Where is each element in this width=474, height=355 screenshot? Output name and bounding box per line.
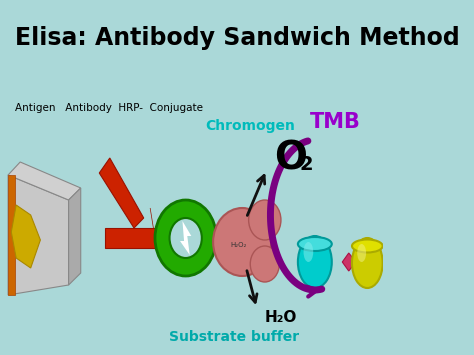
Text: Antigen   Antibody  HRP-  Conjugate: Antigen Antibody HRP- Conjugate [15,103,202,113]
Polygon shape [8,162,81,200]
Polygon shape [99,158,144,228]
Circle shape [170,218,202,258]
Ellipse shape [303,242,313,262]
Ellipse shape [298,237,332,251]
Text: TMB: TMB [310,112,360,132]
Text: Substrate buffer: Substrate buffer [169,330,299,344]
Text: H₂O: H₂O [265,311,297,326]
Text: Elisa: Antibody Sandwich Method: Elisa: Antibody Sandwich Method [15,26,459,50]
Ellipse shape [352,240,383,252]
Polygon shape [69,188,81,285]
Polygon shape [8,175,69,295]
Ellipse shape [357,244,366,262]
Text: 2: 2 [300,155,313,175]
Polygon shape [342,253,356,271]
Polygon shape [150,208,154,228]
Polygon shape [180,221,191,255]
Circle shape [155,200,216,276]
Circle shape [250,246,279,282]
Text: O: O [274,139,308,177]
Ellipse shape [298,236,332,288]
Circle shape [249,200,281,240]
Text: H₂O₂: H₂O₂ [230,242,246,248]
Polygon shape [8,175,15,295]
Polygon shape [105,228,170,248]
Ellipse shape [213,208,271,276]
Ellipse shape [352,238,383,288]
Polygon shape [11,205,40,268]
Text: Chromogen: Chromogen [205,119,295,133]
